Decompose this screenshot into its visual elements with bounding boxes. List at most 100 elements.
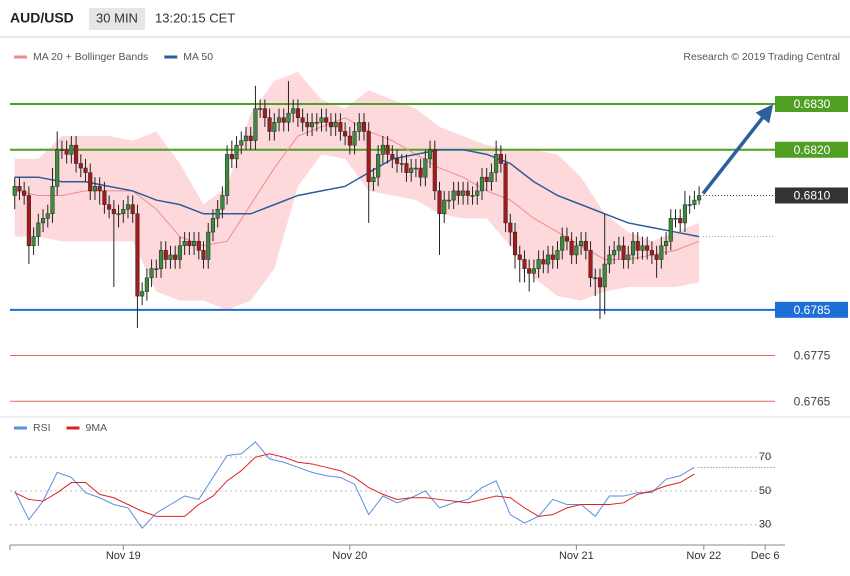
candle-body bbox=[664, 240, 669, 247]
x-tick-label: Nov 21 bbox=[559, 550, 594, 562]
candle-body bbox=[517, 254, 522, 260]
candle-body bbox=[597, 277, 603, 288]
candle-body bbox=[352, 131, 357, 146]
candle-body bbox=[158, 250, 164, 269]
candle-body bbox=[437, 190, 442, 215]
candle-body bbox=[361, 122, 367, 132]
candle-body bbox=[678, 218, 683, 224]
legend-label: RSI bbox=[33, 422, 51, 434]
candle-body bbox=[399, 163, 404, 165]
candle-body bbox=[442, 199, 447, 215]
indicator-line bbox=[14, 441, 695, 529]
candle-body bbox=[225, 154, 230, 196]
candle-body bbox=[229, 154, 234, 160]
candle-body bbox=[116, 213, 121, 216]
candle-body bbox=[154, 268, 159, 270]
candle-body bbox=[300, 117, 305, 123]
candle-body bbox=[59, 149, 64, 152]
candle-body bbox=[682, 204, 687, 224]
candle-body bbox=[314, 122, 319, 124]
candle-body bbox=[125, 204, 131, 210]
candle-body bbox=[102, 190, 107, 205]
candle-body bbox=[319, 117, 324, 123]
candle-body bbox=[258, 108, 263, 110]
candle-body bbox=[333, 122, 338, 128]
candle-body bbox=[234, 144, 239, 160]
candle-body bbox=[413, 167, 418, 170]
candle-body bbox=[88, 172, 93, 192]
candle-body bbox=[64, 149, 69, 155]
level-label: 0.6765 bbox=[794, 394, 831, 408]
rsi-panel: RSI 9MA 30 50 70 Nov 19 Nov 20 Nov 21 Nov 22 Dec … bbox=[9, 422, 780, 562]
candle-body bbox=[531, 268, 536, 274]
candle-body bbox=[470, 195, 475, 197]
candle-body bbox=[206, 231, 211, 260]
level-label: 0.6810 bbox=[794, 189, 831, 203]
candle-body bbox=[338, 122, 343, 132]
candle-body bbox=[295, 108, 300, 118]
candle-body bbox=[380, 144, 385, 155]
candle-body bbox=[324, 117, 329, 123]
candle-body bbox=[621, 245, 626, 260]
interval: 30 MIN bbox=[96, 10, 138, 25]
level-box bbox=[775, 301, 848, 318]
bollinger-band bbox=[14, 72, 700, 310]
interval-box bbox=[89, 8, 145, 30]
candle-body bbox=[687, 204, 692, 206]
credit: Research © 2019 Trading Central bbox=[683, 51, 840, 63]
candle-body bbox=[215, 208, 220, 219]
candle-body bbox=[55, 149, 60, 187]
candle-body bbox=[489, 172, 494, 183]
level-box bbox=[775, 187, 848, 204]
candle-body bbox=[135, 213, 140, 297]
indicator-line bbox=[14, 453, 695, 517]
candle-body bbox=[210, 218, 216, 233]
candle-body bbox=[140, 291, 145, 297]
candle-body bbox=[423, 158, 428, 178]
candle-body bbox=[512, 231, 518, 256]
candle-body bbox=[50, 186, 55, 215]
x-tick-label: Dec 6 bbox=[751, 550, 780, 562]
y-tick-label: 30 bbox=[759, 519, 771, 531]
candle-body bbox=[654, 254, 659, 260]
candle-body bbox=[409, 167, 414, 173]
candle-body bbox=[376, 154, 381, 178]
legend-label: MA 50 bbox=[183, 51, 213, 63]
candle-body bbox=[272, 122, 277, 132]
candle-body bbox=[626, 254, 631, 260]
candle-body bbox=[645, 245, 650, 251]
candle-body bbox=[262, 108, 267, 118]
candle-body bbox=[522, 259, 527, 269]
candle-body bbox=[144, 277, 149, 292]
candle-body bbox=[673, 218, 678, 220]
candle-body bbox=[192, 240, 197, 247]
candle-body bbox=[97, 186, 102, 192]
x-tick-label: Nov 22 bbox=[686, 550, 721, 562]
candle-body bbox=[536, 259, 541, 269]
candle-body bbox=[588, 250, 593, 279]
candle-body bbox=[187, 240, 192, 247]
candle-body bbox=[248, 135, 253, 141]
candle-body bbox=[130, 204, 135, 215]
candle-body bbox=[12, 186, 17, 196]
candle-body bbox=[196, 240, 201, 251]
candle-body bbox=[281, 117, 286, 123]
candle-body bbox=[149, 268, 154, 279]
candle-body bbox=[498, 154, 503, 164]
candle-body bbox=[659, 245, 664, 260]
candle-body bbox=[78, 163, 83, 169]
level-label: 0.6775 bbox=[794, 349, 831, 363]
candle-body bbox=[692, 199, 697, 205]
candle-body bbox=[366, 131, 371, 183]
candle-body bbox=[574, 245, 579, 256]
candle-body bbox=[31, 236, 36, 247]
candle-body bbox=[107, 204, 112, 210]
candle-body bbox=[40, 218, 46, 224]
candle-body bbox=[428, 149, 433, 160]
candle-body bbox=[243, 135, 249, 141]
candle-body bbox=[527, 268, 532, 274]
candle-body bbox=[640, 245, 645, 251]
candle-body bbox=[649, 250, 654, 256]
candle-body bbox=[239, 140, 244, 146]
candle-body bbox=[267, 117, 272, 132]
